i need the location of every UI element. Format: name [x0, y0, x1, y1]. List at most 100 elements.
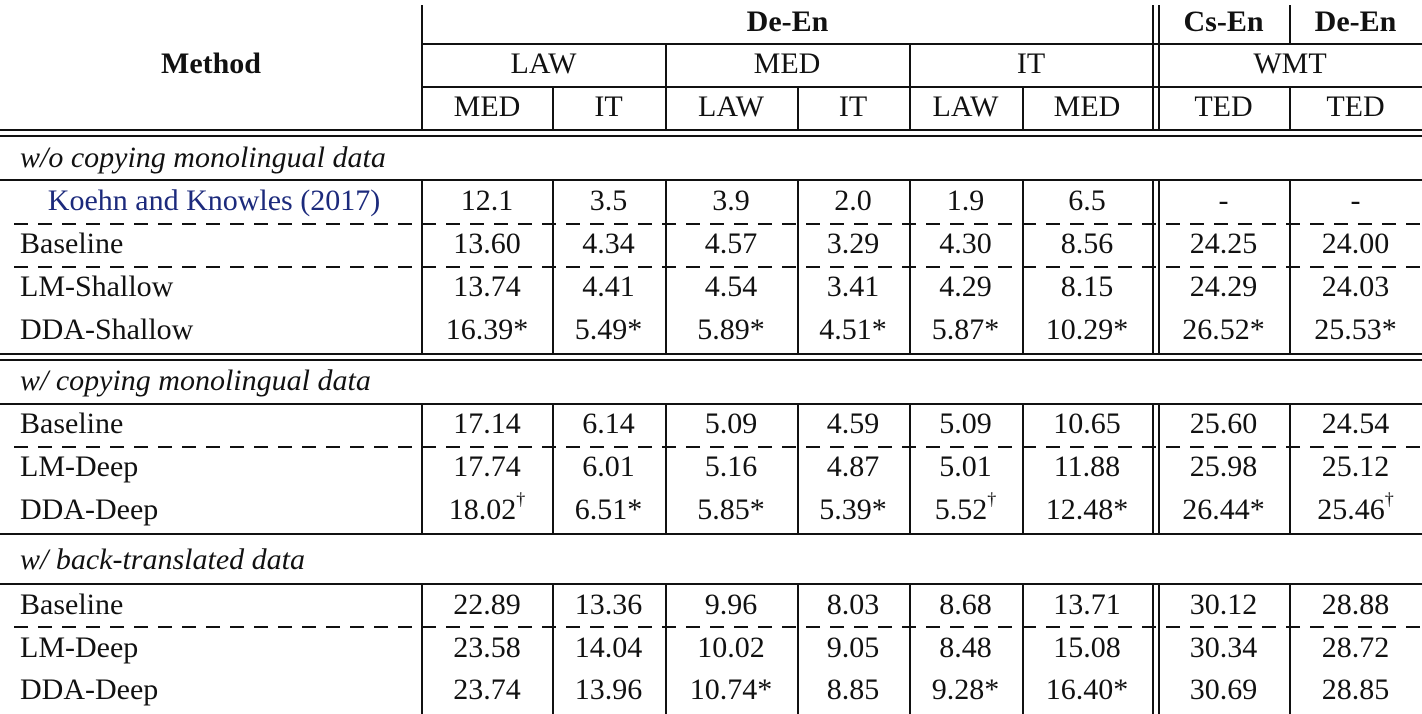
score-cell: 13.96 — [574, 673, 643, 706]
score-cell: - — [1350, 184, 1361, 217]
score-cell: 30.69 — [1189, 673, 1258, 706]
col-divider — [1289, 403, 1291, 533]
score-cell: 12.1 — [460, 184, 514, 217]
dashed-rule — [14, 223, 1422, 225]
score-cell: 5.89* — [697, 313, 765, 346]
header-target-domain: TED — [1326, 90, 1385, 123]
score-cell: 6.5 — [1068, 184, 1106, 217]
row-method: Baseline — [20, 407, 124, 440]
header-target-domain: LAW — [932, 90, 999, 123]
score-cell: 24.54 — [1321, 407, 1390, 440]
header-target-domain: MED — [1053, 90, 1121, 123]
score-cell: 11.88 — [1053, 450, 1121, 483]
score-cell: 8.56 — [1060, 227, 1114, 260]
col-divider — [552, 86, 554, 129]
score-cell: 9.05 — [826, 631, 880, 664]
score-cell: 3.41 — [826, 270, 880, 303]
header-target-domain: MED — [453, 90, 521, 123]
score-cell: 25.12 — [1321, 450, 1390, 483]
header-group-de-en-wmt: De-En — [1314, 5, 1397, 38]
header-target-domain: IT — [594, 90, 623, 123]
score-cell: 6.51* — [574, 493, 643, 526]
col-divider — [552, 403, 554, 533]
score-cell: 25.60 — [1189, 407, 1258, 440]
header-source-wmt: WMT — [1253, 47, 1327, 80]
score-cell: 3.9 — [712, 184, 750, 217]
rule — [0, 135, 1422, 137]
score-cell: 3.5 — [589, 184, 628, 217]
header-source-it: IT — [1016, 47, 1046, 80]
rule — [0, 129, 1422, 131]
rule — [422, 43, 1422, 45]
col-divider — [1158, 403, 1160, 533]
row-method: Baseline — [20, 588, 124, 621]
row-method: DDA-Shallow — [20, 313, 194, 346]
row-method: Baseline — [20, 227, 124, 260]
score-cell: 5.16 — [704, 450, 758, 483]
score-cell: 10.74* — [689, 673, 773, 706]
score-cell: 23.58 — [453, 631, 521, 664]
score-cell: 25.98 — [1189, 450, 1258, 483]
score-cell: 10.29* — [1045, 313, 1129, 346]
col-divider — [797, 179, 799, 353]
score-cell: 5.09 — [939, 407, 992, 440]
score-cell: 4.30 — [939, 227, 992, 260]
score-cell: 24.25 — [1189, 227, 1258, 260]
section-title: w/ copying monolingual data — [20, 364, 371, 397]
col-divider — [1022, 179, 1024, 353]
header-source-law: LAW — [510, 47, 577, 80]
score-cell: 8.15 — [1060, 270, 1114, 303]
section-title: w/o copying monolingual data — [20, 141, 386, 174]
col-divider — [552, 583, 554, 714]
score-cell: 24.29 — [1189, 270, 1258, 303]
header-target-domain: LAW — [698, 90, 764, 123]
col-divider — [1152, 403, 1154, 533]
score-cell: 2.0 — [834, 184, 872, 217]
score-cell: 3.29 — [826, 227, 880, 260]
col-divider — [1152, 583, 1154, 714]
score-cell: 13.60 — [453, 227, 521, 260]
score-cell: 5.39* — [819, 493, 887, 526]
header-group-cs-en: Cs-En — [1183, 5, 1264, 38]
col-divider — [797, 583, 799, 714]
score-cell: 22.89 — [453, 588, 521, 621]
score-cell: 26.52* — [1182, 313, 1265, 346]
score-cell: 28.88 — [1321, 588, 1390, 621]
col-divider — [665, 43, 667, 129]
col-divider — [421, 403, 423, 533]
score-cell: 9.28* — [931, 673, 1000, 706]
row-method-citation-link[interactable]: Koehn and Knowles (2017) — [47, 184, 381, 217]
rule — [0, 353, 1422, 355]
score-cell: 30.12 — [1189, 588, 1258, 621]
row-method: DDA-Deep — [20, 493, 159, 526]
score-cell: 24.00 — [1321, 227, 1390, 260]
header-group-de-en: De-En — [746, 5, 829, 38]
score-cell: 4.41 — [582, 270, 635, 303]
score-cell: 10.02 — [697, 631, 765, 664]
row-method: DDA-Deep — [20, 673, 159, 706]
score-cell: 13.74 — [453, 270, 521, 303]
score-cell: 28.85 — [1321, 673, 1390, 706]
score-cell: 5.49* — [574, 313, 643, 346]
score-cell: 10.65 — [1053, 407, 1121, 440]
score-cell: 5.85* — [697, 493, 765, 526]
rule — [0, 533, 1422, 535]
row-method: LM-Deep — [20, 631, 139, 664]
score-cell: 1.9 — [946, 184, 985, 217]
col-divider — [909, 43, 911, 129]
score-cell: 26.44* — [1182, 493, 1265, 526]
score-cell: 17.74 — [453, 450, 521, 483]
score-cell: 18.02† — [448, 489, 526, 526]
col-divider — [665, 403, 667, 533]
dashed-rule — [14, 626, 1422, 628]
score-cell: 16.40* — [1045, 673, 1129, 706]
score-cell: 13.71 — [1053, 588, 1121, 621]
col-divider — [1289, 86, 1291, 129]
col-divider — [797, 86, 799, 129]
col-divider — [1289, 583, 1291, 714]
score-cell: 4.29 — [939, 270, 992, 303]
col-divider — [797, 403, 799, 533]
score-cell: 4.34 — [582, 227, 635, 260]
score-cell: 17.14 — [453, 407, 521, 440]
header-source-med: MED — [753, 47, 821, 80]
